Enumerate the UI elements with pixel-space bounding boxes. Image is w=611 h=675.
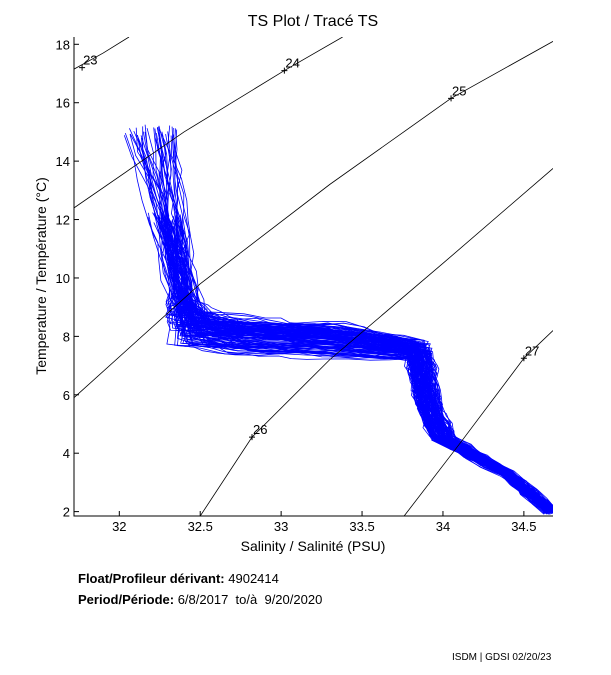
density-contours [74, 37, 553, 516]
axis-lines [73, 37, 553, 517]
x-axis-label: Salinity / Salinité (PSU) [241, 538, 386, 554]
y-tick-label: 8 [63, 329, 70, 344]
contour-label: 24 [285, 56, 299, 71]
period-separator: to/à [235, 592, 258, 607]
chart-title: TS Plot / Tracé TS [248, 13, 378, 30]
y-tick-label: 6 [63, 388, 70, 403]
profile-line [141, 137, 553, 508]
x-tick-label: 34.5 [511, 519, 536, 534]
period-label: Period/Période: [78, 592, 175, 607]
y-tick-label: 18 [56, 37, 70, 52]
contour-marker [520, 355, 527, 362]
profile-line [178, 291, 553, 511]
period-start: 6/8/2017 [177, 592, 229, 607]
density-contour-25 [74, 41, 553, 399]
profile-line [186, 293, 551, 515]
y-tick-label: 12 [56, 213, 70, 228]
contour-label: 25 [452, 83, 466, 98]
y-tick-label: 10 [56, 271, 70, 286]
contour-marker [249, 434, 256, 441]
x-tick-label: 32.5 [188, 519, 213, 534]
x-tick-label: 32 [112, 519, 126, 534]
profile-line [188, 299, 552, 513]
profile-line [160, 220, 553, 511]
profile-line [182, 285, 548, 515]
y-tick-label: 16 [56, 96, 70, 111]
contour-marker [281, 67, 288, 74]
y-axis-label: Temperature / Température (°C) [33, 177, 49, 375]
contour-marker [448, 95, 455, 102]
profile-line [165, 131, 551, 510]
contour-label: 27 [525, 343, 539, 358]
period-info: Period/Période: 6/8/2017 to/à 9/20/2020 [78, 592, 322, 607]
float-info: Float/Profileur dérivant: 4902414 [78, 571, 279, 586]
profiles-layer [123, 124, 553, 515]
profile-line [142, 131, 553, 510]
contour-marker [79, 64, 86, 71]
profile-line [182, 285, 553, 510]
x-tick-label: 33.5 [349, 519, 374, 534]
float-label: Float/Profileur dérivant: [78, 571, 225, 586]
density-contour-26 [199, 168, 553, 516]
float-number: 4902414 [228, 571, 279, 586]
profile-line [166, 125, 553, 507]
density-contour-27 [403, 330, 553, 516]
y-tick-label: 4 [63, 446, 70, 461]
period-end: 9/20/2020 [264, 592, 323, 607]
density-contour-24 [74, 37, 343, 209]
y-tick-label: 2 [63, 505, 70, 520]
x-tick-label: 34 [436, 519, 450, 534]
y-tick-label: 14 [56, 154, 70, 169]
contour-label: 23 [83, 53, 97, 68]
x-tick-label: 33 [274, 519, 288, 534]
profile-line [173, 223, 553, 514]
density-contour-23 [74, 37, 130, 70]
footer-credit: ISDM | GDSI 02/20/23 [452, 652, 552, 663]
contour-label: 26 [253, 422, 267, 437]
